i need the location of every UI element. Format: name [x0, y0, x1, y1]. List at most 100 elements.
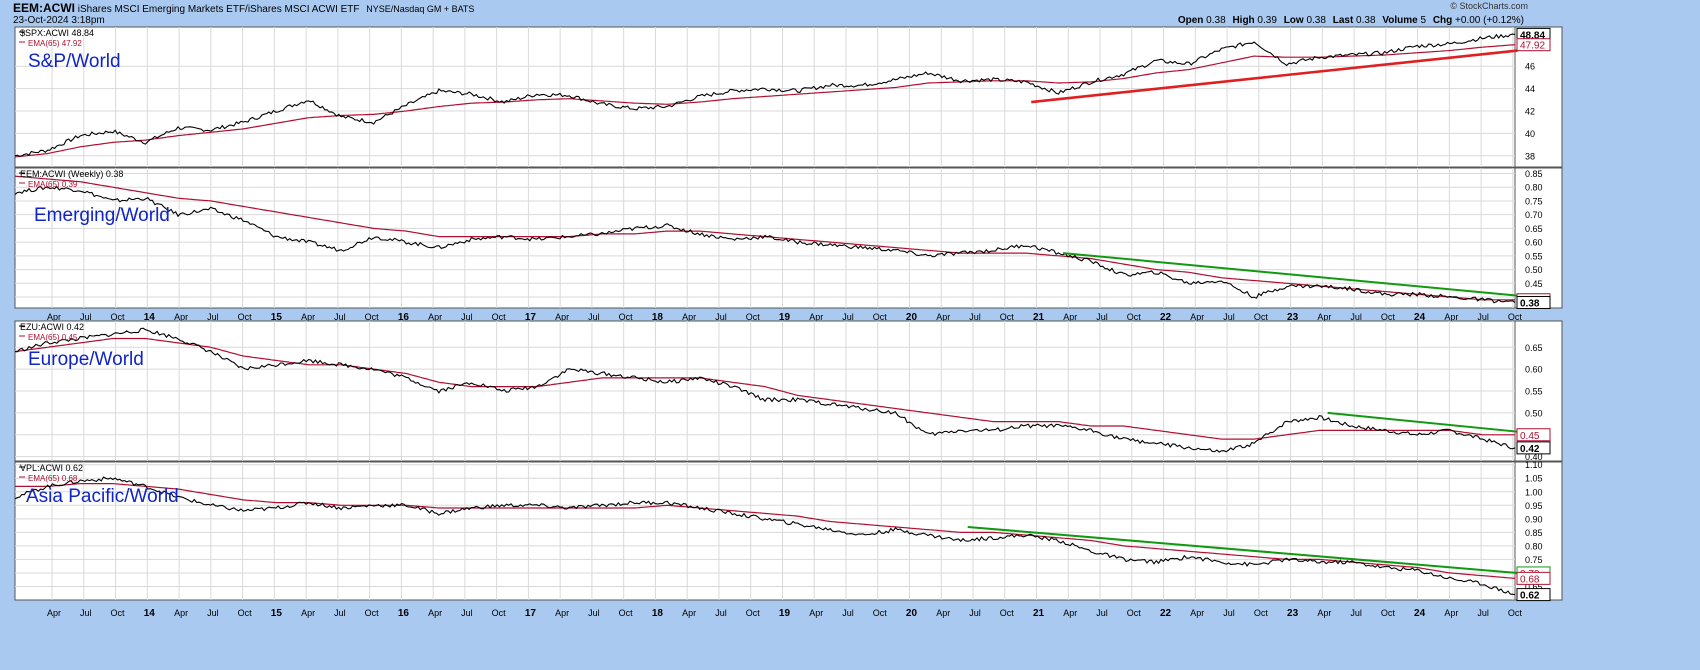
price-series-line	[14, 327, 1516, 453]
trendline	[1327, 411, 1518, 433]
time-axis-label: 18	[652, 608, 664, 619]
time-axis-label: Apr	[1317, 608, 1331, 618]
date-label: 23-Oct-2024 3:18pm	[13, 15, 105, 26]
ohlc-label-open: Open	[1177, 15, 1204, 26]
time-axis-label: 15	[271, 312, 283, 323]
time-axis-label: Oct	[1254, 608, 1269, 618]
y-tick-label: 0.85	[1525, 528, 1543, 538]
time-axis-label: Apr	[47, 312, 61, 322]
time-axis-label: 24	[1414, 312, 1426, 323]
price-series-line	[14, 33, 1516, 158]
time-axis-label: Apr	[428, 312, 442, 322]
y-tick-label: 0.50	[1525, 265, 1543, 275]
last-value-label: 0.68	[1520, 574, 1540, 585]
time-axis-label: Oct	[1127, 312, 1142, 322]
time-axis-label: Jul	[588, 608, 600, 618]
panel-title: Emerging/World	[34, 205, 170, 226]
time-axis-label: Oct	[1254, 312, 1269, 322]
y-tick-label: 38	[1525, 151, 1535, 161]
time-axis-label: 16	[398, 312, 410, 323]
ohlc-value-low: 0.38	[1303, 15, 1329, 26]
time-axis-label: Apr	[936, 608, 950, 618]
y-tick-label: 0.55	[1525, 387, 1543, 397]
y-tick-label: 0.60	[1525, 365, 1543, 375]
time-axis-label: Apr	[1063, 608, 1077, 618]
ohlc-label-last: Last	[1332, 15, 1354, 26]
legend-price: EZU:ACWI 0.42	[20, 322, 84, 332]
time-axis-label: Oct	[492, 312, 507, 322]
time-axis-label: Jul	[1223, 608, 1235, 618]
y-tick-label: 0.80	[1525, 183, 1543, 193]
time-axis-label: Oct	[111, 608, 126, 618]
trendline	[1031, 49, 1518, 104]
ohlc-value-high: 0.39	[1254, 15, 1280, 26]
y-tick-label: 0.80	[1525, 541, 1543, 551]
trendline	[1062, 252, 1518, 297]
panel-title: Asia Pacific/World	[26, 486, 179, 507]
last-value-tag	[1516, 441, 1551, 455]
y-tick-label: 1.05	[1525, 474, 1543, 484]
time-axis-strip	[0, 606, 1700, 618]
ohlc-value-volume: 5	[1417, 15, 1429, 26]
time-axis-label: Apr	[936, 312, 950, 322]
time-axis-label: Jul	[1350, 312, 1362, 322]
time-axis-label: Oct	[746, 608, 761, 618]
y-tick-label: 0.75	[1525, 196, 1543, 206]
legend-ema: EMA(65) 47.92	[28, 39, 82, 48]
time-axis-label: Jul	[461, 608, 473, 618]
time-axis-label: Jul	[1096, 608, 1108, 618]
y-tick-label: 0.65	[1525, 343, 1543, 353]
time-axis-label: Jul	[715, 312, 727, 322]
time-axis-label: Oct	[492, 608, 507, 618]
ohlc-value-last: 0.38	[1353, 15, 1379, 26]
legend-price: VPL:ACWI 0.62	[20, 463, 83, 473]
time-axis-label: 22	[1160, 608, 1172, 619]
time-axis-label: Jul	[969, 608, 981, 618]
ohlc-readout: Open 0.38 High 0.39 Low 0.38 Last 0.38 V…	[1178, 15, 1528, 26]
time-axis-label: Jul	[588, 312, 600, 322]
symbol-label: EEM:ACWI	[13, 1, 75, 15]
time-axis-label: 16	[398, 608, 410, 619]
time-axis-label: 24	[1414, 608, 1426, 619]
time-axis-label: Apr	[47, 608, 61, 618]
exchange-label: NYSE/Nasdaq GM + BATS	[366, 4, 475, 14]
time-axis-label: Jul	[80, 312, 92, 322]
time-axis-label: Oct	[365, 608, 380, 618]
panel-title: Europe/World	[28, 349, 144, 370]
y-tick-label: 42	[1525, 107, 1535, 117]
panel-frame	[14, 167, 1516, 309]
legend-price: EEM:ACWI (Weekly) 0.38	[20, 169, 123, 179]
watermark: © StockCharts.com	[1450, 1, 1528, 11]
time-axis-label: 21	[1033, 608, 1045, 619]
y-tick-label: 0.65	[1525, 224, 1543, 234]
time-axis-label: 17	[525, 608, 537, 619]
y-tick-label: 46	[1525, 62, 1535, 72]
time-axis-label: 23	[1287, 312, 1299, 323]
time-axis-label: Apr	[555, 312, 569, 322]
time-axis-label: Jul	[1350, 608, 1362, 618]
chart-panel-4: 0.650.700.750.800.850.900.951.001.051.10…	[14, 460, 1563, 602]
time-axis-label: 22	[1160, 312, 1172, 323]
last-value-label: 48.84	[1520, 30, 1545, 41]
last-value-label: 0.45	[1520, 431, 1540, 442]
time-axis-label: Oct	[1508, 312, 1523, 322]
time-axis-label: Apr	[682, 312, 696, 322]
time-axis-label: Jul	[207, 608, 219, 618]
y-tick-label: 0.65	[1525, 582, 1543, 592]
last-value-label: 47.92	[1520, 41, 1545, 52]
y-tick-label: 0.95	[1525, 501, 1543, 511]
time-axis-label: Oct	[619, 608, 634, 618]
time-axis-label: Oct	[238, 312, 253, 322]
legend-ema: EMA(65) 0.45	[28, 333, 78, 342]
time-axis-label: Apr	[174, 312, 188, 322]
ohlc-label-chg: Chg	[1432, 15, 1453, 26]
time-axis-label: 19	[779, 608, 791, 619]
time-axis-label: Oct	[746, 312, 761, 322]
panel-title: S&P/World	[28, 51, 121, 72]
y-tick-label: 40	[1525, 129, 1535, 139]
time-axis-label: Oct	[873, 608, 888, 618]
time-axis-label: Apr	[301, 608, 315, 618]
time-axis-label: 20	[906, 312, 918, 323]
last-value-tag	[1516, 571, 1551, 585]
